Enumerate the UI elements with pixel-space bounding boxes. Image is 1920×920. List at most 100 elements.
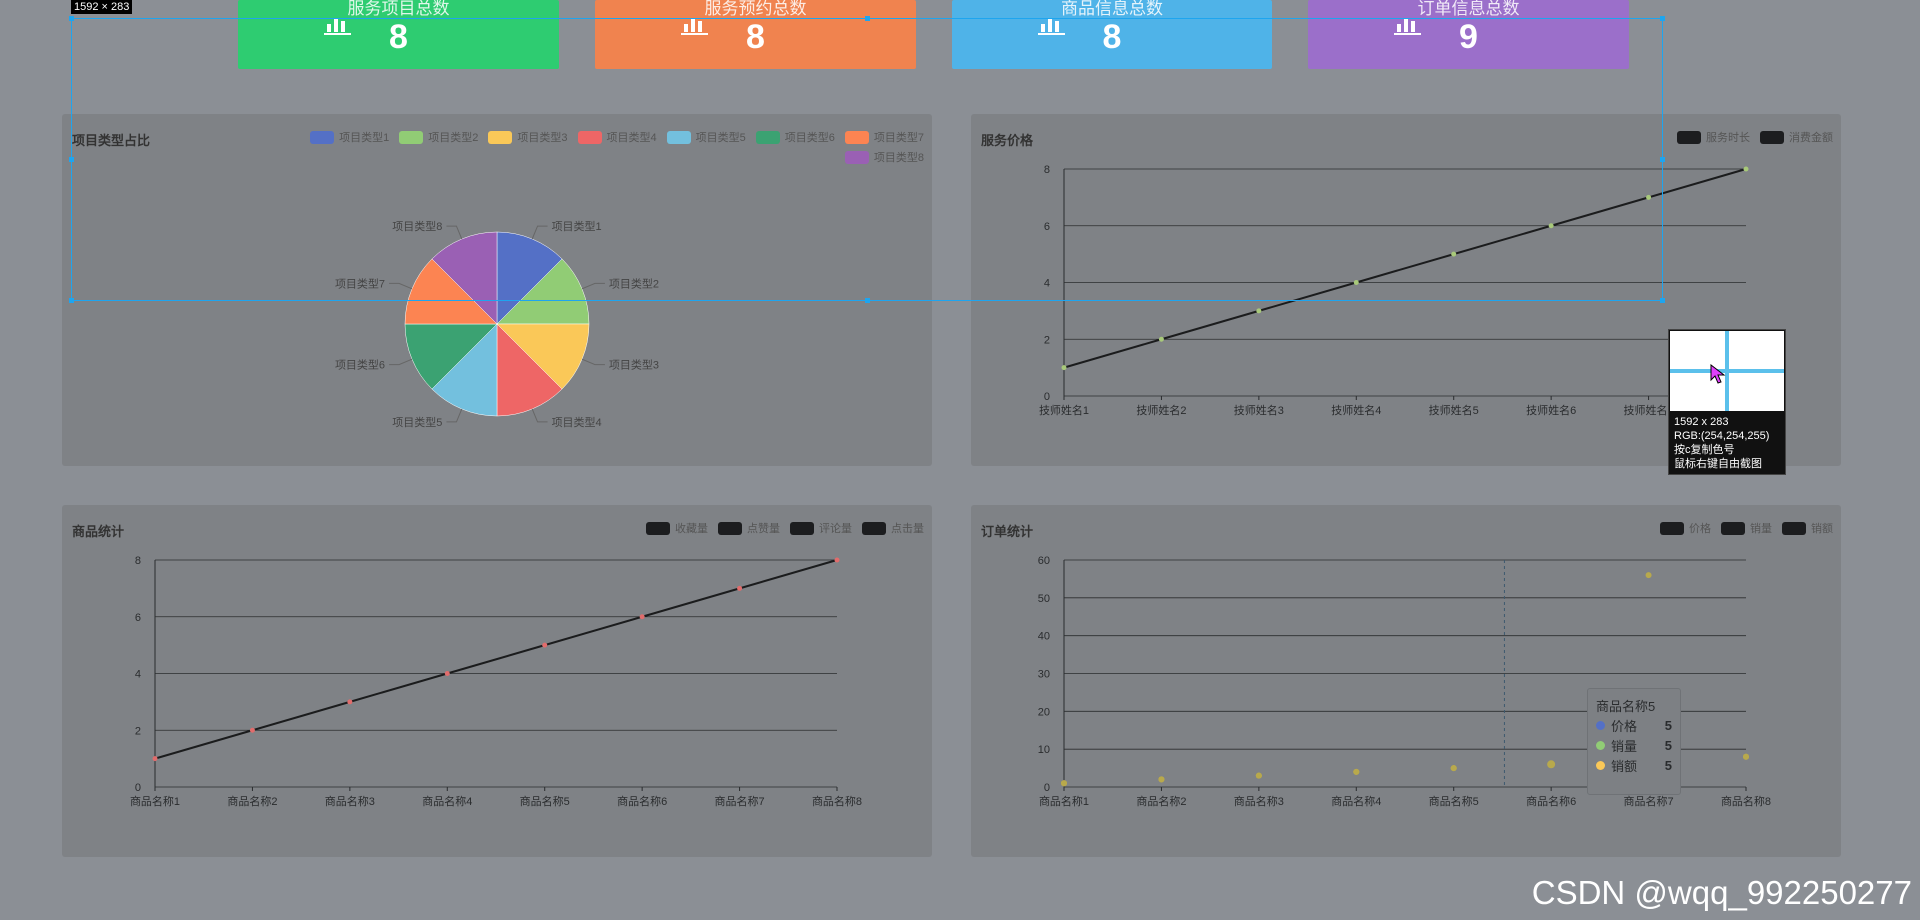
- data-point[interactable]: [639, 614, 645, 620]
- legend-item[interactable]: 项目类型8: [844, 149, 924, 165]
- stat-label: 服务预约总数: [704, 0, 807, 18]
- legend-swatch: [1782, 521, 1806, 535]
- goods-stats-title: 商品统计: [72, 524, 125, 539]
- legend-item[interactable]: 项目类型1: [310, 129, 389, 145]
- x-tick-label: 商品名称4: [1331, 794, 1381, 808]
- color-picker-magnifier: 1592 x 283 RGB:(254,254,255) 按c复制色号 鼠标右键…: [1668, 329, 1786, 475]
- cursor-icon: [1710, 364, 1726, 384]
- legend-item[interactable]: 点赞量: [718, 520, 780, 536]
- pie-slice-label: 项目类型6: [335, 358, 385, 372]
- x-tick-label: 商品名称2: [227, 794, 277, 808]
- scatter-point[interactable]: [1547, 760, 1556, 769]
- pie-chart: 项目类型1 项目类型2 项目类型3 项目类型4 项目类型5 项目类型6 项目类型7 项目类型8: [335, 219, 659, 429]
- pie-slice-label: 项目类型1: [552, 219, 602, 233]
- series-dot-icon: [1596, 740, 1605, 750]
- legend-label: 消费金额: [1789, 132, 1833, 144]
- legend-label: 项目类型4: [606, 132, 657, 144]
- scatter-point[interactable]: [1061, 780, 1067, 787]
- magnifier-info: 1592 x 283 RGB:(254,254,255) 按c复制色号 鼠标右键…: [1674, 415, 1769, 471]
- data-point[interactable]: [542, 642, 548, 648]
- legend-label: 价格: [1689, 523, 1711, 535]
- data-point[interactable]: [737, 585, 743, 591]
- magnifier-hint-rightclick: 鼠标右键自由截图: [1674, 458, 1762, 470]
- legend-item[interactable]: 项目类型5: [666, 129, 746, 145]
- stat-card-service-items: 服务项目总数 8: [238, 0, 559, 69]
- legend-item[interactable]: 项目类型7: [844, 129, 924, 145]
- legend-label: 评论量: [819, 523, 852, 535]
- x-tick-label: 商品名称4: [422, 794, 472, 808]
- resize-handle[interactable]: [69, 16, 74, 21]
- legend-label: 服务时长: [1706, 132, 1750, 144]
- data-point[interactable]: [1451, 251, 1457, 257]
- data-point[interactable]: [152, 756, 158, 762]
- legend-item[interactable]: 收藏量: [646, 520, 708, 536]
- scatter-point[interactable]: [1450, 765, 1457, 772]
- series-dot-icon: [1596, 760, 1605, 770]
- legend-item[interactable]: 服务时长: [1677, 129, 1750, 145]
- data-point[interactable]: [1548, 223, 1554, 229]
- legend-swatch: [755, 130, 780, 144]
- tooltip-row-name: 销量: [1611, 738, 1638, 754]
- data-point[interactable]: [1743, 166, 1749, 172]
- pie-label-line: [389, 282, 413, 290]
- data-point[interactable]: [1353, 280, 1359, 285]
- data-point[interactable]: [1158, 336, 1164, 342]
- legend-item[interactable]: 销额: [1782, 520, 1833, 536]
- scatter-point[interactable]: [1158, 776, 1165, 783]
- stat-value: 8: [389, 18, 408, 56]
- legend-item[interactable]: 项目类型3: [488, 129, 568, 145]
- data-point[interactable]: [1646, 194, 1652, 200]
- x-tick-label: 技师姓名1: [1039, 403, 1089, 417]
- data-point[interactable]: [444, 671, 450, 676]
- x-tick-label: 商品名称5: [520, 794, 570, 808]
- legend-item[interactable]: 点击量: [862, 520, 924, 536]
- watermark-text: CSDN @wqq_992250277: [1531, 874, 1912, 911]
- x-tick-label: 商品名称2: [1136, 794, 1186, 808]
- pie-legend: 项目类型1 项目类型2 项目类型3 项目类型4 项目类型5 项目类型6 项目类型7 项目类型8: [284, 129, 924, 165]
- scatter-point[interactable]: [1743, 753, 1749, 760]
- data-point[interactable]: [834, 557, 840, 563]
- scatter-point[interactable]: [1255, 772, 1262, 779]
- legend-swatch: [862, 521, 886, 535]
- y-tick-label: 4: [1044, 278, 1050, 290]
- legend-item[interactable]: 项目类型2: [399, 129, 478, 145]
- data-point[interactable]: [1061, 365, 1067, 371]
- data-point[interactable]: [347, 699, 353, 705]
- legend-swatch: [577, 130, 602, 144]
- stat-value: 8: [746, 18, 765, 56]
- scatter-point[interactable]: [1353, 768, 1360, 775]
- pie-label-line: [581, 358, 605, 366]
- x-tick-label: 商品名称6: [617, 794, 667, 808]
- legend-item[interactable]: 消费金额: [1760, 129, 1833, 145]
- legend-swatch: [1721, 521, 1745, 535]
- crosshair-horizontal: [1670, 369, 1784, 373]
- legend-item[interactable]: 销量: [1721, 520, 1772, 536]
- x-tick-label: 商品名称7: [1624, 794, 1674, 808]
- legend-item[interactable]: 评论量: [790, 520, 852, 536]
- legend-swatch: [646, 521, 670, 535]
- scatter-point[interactable]: [1645, 572, 1652, 579]
- x-tick-label: 商品名称6: [1526, 794, 1576, 808]
- legend-label: 点赞量: [747, 523, 780, 535]
- bar-chart-icon: [324, 18, 351, 35]
- x-tick-label: 技师姓名3: [1234, 403, 1284, 417]
- order-stats-panel: 订单统计 价格 销量 销额 0 10 20 30 40 50 60 商品名称1 商品名称2 商品名称3…: [971, 505, 1841, 857]
- legend-label: 项目类型1: [339, 132, 390, 144]
- stat-card-goods: 商品信息总数 8: [952, 0, 1272, 69]
- y-tick-label: 0: [135, 782, 141, 794]
- bar-chart-icon: [1038, 18, 1065, 35]
- tooltip-row-value: 5: [1664, 737, 1672, 753]
- resize-handle[interactable]: [1660, 16, 1665, 21]
- data-point[interactable]: [1256, 308, 1262, 314]
- legend-item[interactable]: 价格: [1660, 520, 1711, 536]
- x-tick-label: 商品名称5: [1429, 794, 1479, 808]
- y-tick-label: 60: [1038, 555, 1050, 567]
- service-price-title: 服务价格: [981, 133, 1034, 148]
- data-point[interactable]: [249, 727, 255, 733]
- x-tick-label: 技师姓名4: [1331, 403, 1381, 417]
- legend-item[interactable]: 项目类型4: [577, 129, 657, 145]
- x-tick-label: 商品名称3: [325, 794, 375, 808]
- legend-label: 销量: [1750, 523, 1772, 535]
- legend-item[interactable]: 项目类型6: [755, 129, 835, 145]
